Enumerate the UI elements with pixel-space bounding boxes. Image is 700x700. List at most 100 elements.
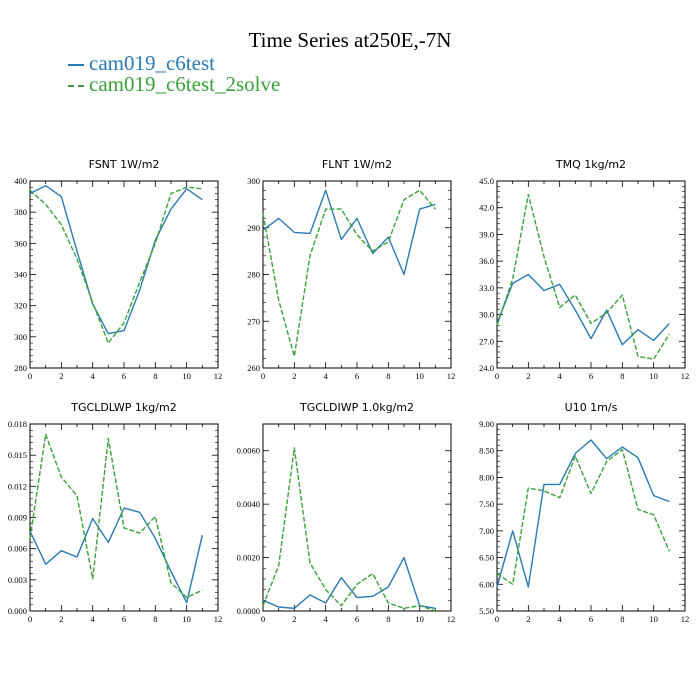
x-tick-label: 6 (589, 614, 593, 624)
x-tick-label: 2 (59, 371, 63, 381)
series-line-c6test (29, 184, 203, 335)
series-line-c6test-2solve (29, 433, 203, 599)
series-line-c6test-2solve (262, 189, 436, 357)
y-tick-label: 290 (247, 223, 260, 233)
x-tick-label: 12 (681, 614, 690, 624)
y-tick-label: 0.015 (8, 450, 27, 460)
x-tick-label: 12 (214, 371, 223, 381)
x-tick-label: 8 (153, 614, 157, 624)
plot-frame (262, 423, 452, 612)
plot-frame (262, 180, 452, 369)
x-tick-label: 2 (292, 614, 296, 624)
legend-label-2: cam019_c6test_2solve (89, 72, 281, 96)
legend-label-1: cam019_c6test (89, 51, 215, 75)
x-tick-label: 2 (526, 371, 530, 381)
x-tick-label: 0 (495, 371, 499, 381)
x-tick-label: 0 (495, 614, 499, 624)
panel-title: FSNT 1W/m2 (89, 158, 160, 171)
x-tick-label: 6 (589, 371, 593, 381)
x-tick-label: 10 (415, 371, 424, 381)
series-line-c6test-2solve (496, 448, 670, 585)
x-tick-label: 8 (620, 371, 624, 381)
y-tick-label: 320 (14, 301, 27, 311)
y-tick-label: 0.012 (8, 481, 27, 491)
y-tick-label: 0.003 (8, 575, 27, 585)
y-tick-label: 8.50 (479, 446, 494, 456)
y-tick-label: 5.50 (479, 606, 494, 616)
panel-title: TGCLDLWP 1kg/m2 (70, 401, 176, 414)
y-tick-label: 360 (14, 238, 27, 248)
plot-frame (496, 423, 686, 612)
x-tick-label: 0 (261, 614, 265, 624)
x-tick-label: 8 (386, 371, 390, 381)
x-tick-label: 4 (91, 614, 96, 624)
panel-title: U10 1m/s (565, 401, 618, 414)
y-tick-label: 6.00 (479, 579, 494, 589)
x-tick-label: 6 (122, 614, 126, 624)
x-tick-label: 6 (122, 371, 126, 381)
x-tick-label: 4 (324, 614, 329, 624)
y-tick-label: 300 (247, 176, 260, 186)
y-tick-label: 270 (247, 316, 260, 326)
y-tick-label: 0.000 (8, 606, 27, 616)
x-tick-label: 8 (620, 614, 624, 624)
series-line-c6test-2solve (29, 186, 203, 344)
y-tick-label: 33.0 (479, 283, 494, 293)
plot-frame (29, 423, 219, 612)
x-tick-label: 4 (91, 371, 96, 381)
y-tick-label: 9.00 (479, 419, 494, 429)
y-tick-label: 400 (14, 176, 27, 186)
y-tick-label: 260 (247, 363, 260, 373)
y-tick-label: 27.0 (479, 336, 494, 346)
legend-item-1: cam019_c6test (68, 51, 215, 76)
y-tick-label: 0.006 (8, 544, 27, 554)
y-tick-label: 0.0060 (237, 446, 260, 456)
x-tick-label: 12 (214, 614, 223, 624)
x-tick-label: 10 (649, 371, 658, 381)
series-line-c6test (262, 556, 436, 609)
y-tick-label: 45.0 (479, 176, 494, 186)
y-tick-label: 42.0 (479, 203, 494, 213)
legend-swatch-2 (68, 85, 84, 88)
x-tick-label: 0 (261, 371, 265, 381)
y-tick-label: 30.0 (479, 310, 494, 320)
y-tick-label: 380 (14, 207, 27, 217)
x-tick-label: 12 (447, 371, 456, 381)
x-tick-label: 8 (386, 614, 390, 624)
y-tick-label: 7.00 (479, 526, 494, 536)
legend-swatch-1 (68, 64, 84, 67)
series-line-c6test (29, 507, 203, 604)
x-tick-label: 6 (355, 371, 359, 381)
panel-title: TMQ 1kg/m2 (555, 158, 626, 171)
x-tick-label: 4 (324, 371, 329, 381)
series-line-c6test-2solve (496, 193, 670, 360)
figure-title: Time Series at250E,-7N (248, 28, 452, 52)
y-tick-label: 0.0040 (237, 499, 260, 509)
x-tick-label: 12 (681, 371, 690, 381)
x-tick-label: 4 (558, 614, 563, 624)
x-tick-label: 10 (415, 614, 424, 624)
y-tick-label: 8.00 (479, 472, 494, 482)
x-tick-label: 2 (526, 614, 530, 624)
y-tick-label: 6.50 (479, 553, 494, 563)
y-tick-label: 24.0 (479, 363, 494, 373)
panel-title: FLNT 1W/m2 (322, 158, 392, 171)
y-tick-label: 340 (14, 270, 27, 280)
series-line-c6test (496, 439, 670, 588)
series-line-c6test (496, 273, 670, 346)
x-tick-label: 0 (28, 614, 32, 624)
plot-frame (29, 180, 219, 369)
y-tick-label: 0.0020 (237, 553, 260, 563)
y-tick-label: 300 (14, 332, 27, 342)
x-tick-label: 10 (649, 614, 658, 624)
series-line-c6test-2solve (262, 447, 436, 612)
x-tick-label: 2 (59, 614, 63, 624)
x-tick-label: 4 (558, 371, 563, 381)
x-tick-label: 12 (447, 614, 456, 624)
y-tick-label: 280 (247, 270, 260, 280)
y-tick-label: 36.0 (479, 256, 494, 266)
y-tick-label: 39.0 (479, 229, 494, 239)
x-tick-label: 0 (28, 371, 32, 381)
y-tick-label: 280 (14, 363, 27, 373)
